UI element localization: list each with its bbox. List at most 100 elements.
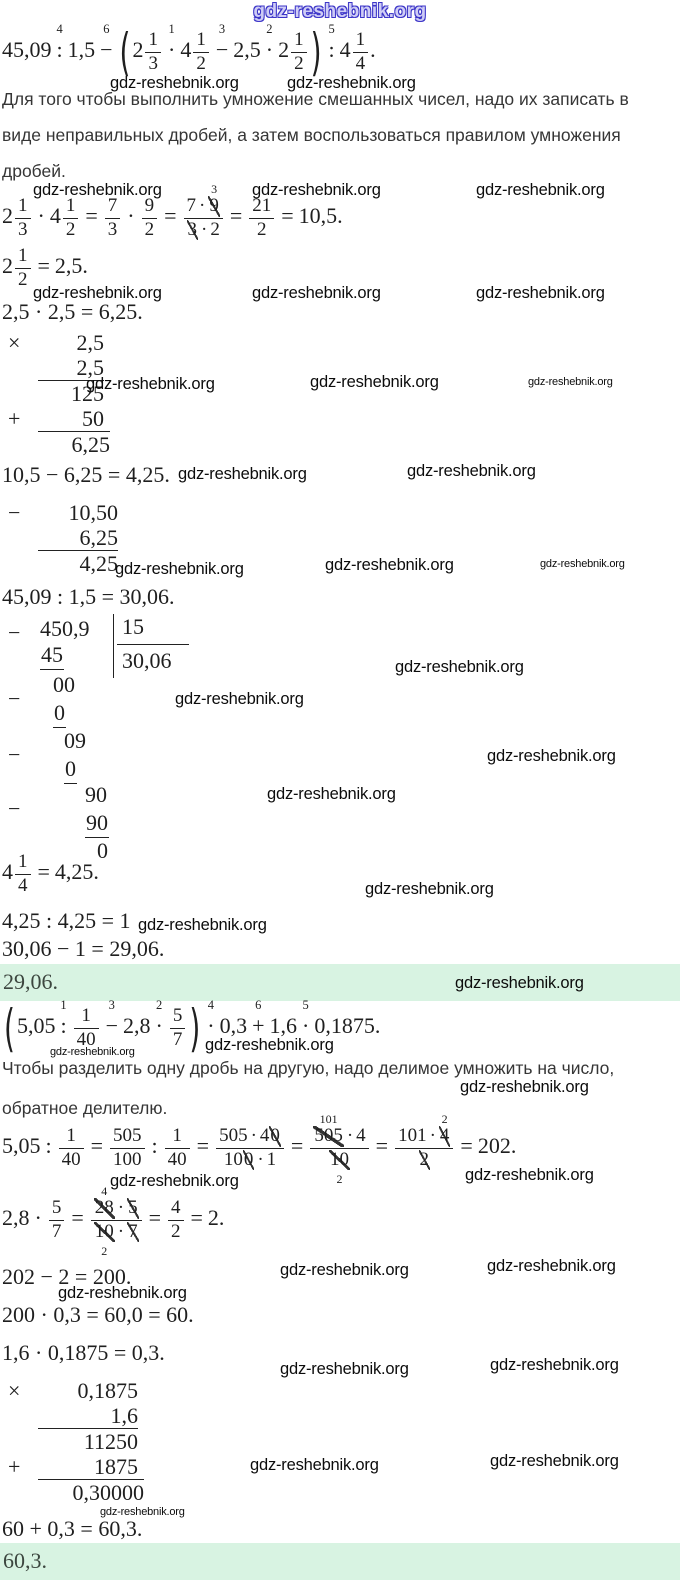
operator: = (460, 1133, 473, 1159)
step-half-to-decimal: 2 1 2 = 2,5. (2, 245, 88, 290)
numerator: 5 (169, 1005, 186, 1029)
numerator: 7 (104, 195, 121, 219)
number: 2,5 (76, 330, 105, 355)
answer-highlight-2: 60,3. (0, 1543, 680, 1580)
column-multiplication-1: × 2,5 2,5 125 +50 6,25 (8, 330, 115, 457)
order-label: 2 (156, 998, 163, 1013)
number: 1 (266, 1148, 277, 1170)
denominator: 4 (18, 874, 28, 896)
multiply-sign: × (8, 330, 21, 355)
operator: = (90, 1133, 104, 1159)
operator: · (37, 203, 45, 229)
fraction-cancelled: 505 · 40 100 · 1 (216, 1125, 284, 1171)
order-label: 4 (207, 998, 215, 1013)
numerator: 7 · 3 9 (183, 183, 223, 219)
plus-sign: + (8, 406, 21, 431)
order-label: 6 (255, 998, 262, 1013)
denominator: 7 (172, 1028, 183, 1050)
step-number: 0 (53, 700, 66, 728)
watermark: gdz-reshebnik.org (110, 1172, 239, 1190)
period: . (374, 1013, 381, 1039)
watermark-small: gdz-reshebnik.org (100, 1506, 185, 1518)
watermark: gdz-reshebnik.org (395, 658, 524, 676)
spacer (8, 431, 38, 457)
denominator: 3 · 2 (184, 219, 223, 241)
division-bar-horizontal (117, 644, 189, 645)
number: 4 (259, 1125, 270, 1146)
denominator: 2 (395, 1149, 453, 1171)
watermark: gdz-reshebnik.org (455, 974, 584, 992)
step-number: 90 (85, 810, 109, 838)
column-multiplication-2: × 0,1875 1,6 11250 +1875 0,30000 (8, 1378, 150, 1505)
number: 1,5 (67, 37, 96, 63)
fraction-cancelled: 7 · 3 9 3 · 2 (183, 183, 223, 241)
order-label: 5 (302, 998, 309, 1013)
numerator: 505 · 40 (216, 1125, 284, 1149)
operator: : (328, 37, 335, 63)
watermark: gdz-reshebnik.org (280, 1360, 409, 1378)
watermark: gdz-reshebnik.org (365, 880, 494, 898)
operator: = (290, 1133, 304, 1159)
rule-division-line2: обратное делителю. (2, 1098, 168, 1118)
calc-row: 0,30000 (8, 1479, 150, 1505)
rule-multiplication-line2: виде неправильных дробей, а затем воспол… (2, 125, 621, 145)
operator: = (85, 203, 98, 229)
fraction-cancelled: 101 505 · 4 10 2 (310, 1113, 369, 1185)
denominator: 40 (167, 1148, 187, 1170)
step-number: 45 (40, 642, 64, 670)
result: 202. (477, 1133, 517, 1159)
spacer (8, 1403, 38, 1428)
fraction: 1 40 (164, 1125, 190, 1170)
order-label: 2 (266, 22, 273, 37)
calc-row: 4,25 (8, 550, 118, 576)
expression-1: 45,09 4:1,5 6− (2 1 3 1 · 4 1 2 3−2,5 2 · 2 1 2) 5:4 1 4. (2, 22, 376, 82)
order-label: 3 (218, 22, 226, 37)
minus-sign: − (8, 500, 21, 525)
struck-number: 10 (93, 1220, 115, 1243)
step-final-sum: 60 + 0,3 = 60,3. (2, 1516, 143, 1541)
watermark: gdz-reshebnik.org (252, 181, 381, 199)
number: 2,8 (2, 1205, 30, 1231)
operator: : (60, 1013, 67, 1039)
right-paren: ) (310, 22, 322, 82)
divide-operator: 4: (56, 22, 62, 63)
operator: = (148, 1205, 161, 1231)
denominator: 2 (65, 218, 76, 240)
operator: · (127, 203, 135, 229)
operator: · (155, 1013, 163, 1039)
whole-part: 4 (180, 37, 192, 63)
number: 0,3 (219, 1013, 248, 1039)
number: 2 (210, 218, 220, 240)
operator: · (265, 37, 274, 63)
operator: = (229, 203, 243, 229)
step-number: 0 (64, 756, 77, 784)
whole-part: 2 (2, 203, 13, 229)
step-mixed-multiplication: 2 1 3 · 4 1 2 = 7 3 · 9 2 = 7 · 3 9 3 · 2 = 21 2 = 10,5. (2, 183, 343, 241)
number: 0,1875 (314, 1013, 375, 1039)
period: . (370, 37, 376, 63)
column-subtraction: − 10,50 6,25 4,25 (8, 500, 118, 576)
left-paren: ( (4, 998, 15, 1058)
operator: · (257, 1148, 264, 1170)
watermark: gdz-reshebnik.org (407, 462, 536, 480)
numerator: 1 (62, 195, 79, 219)
struck-number: 9 (208, 195, 220, 217)
right-paren: ) (189, 998, 201, 1058)
operator: : (45, 1133, 52, 1159)
answer-highlight-1: 29,06. gdz-reshebnik.org (0, 964, 680, 1001)
denominator: 2 (294, 52, 304, 74)
division-bar-vertical (113, 614, 114, 678)
struck-number: 505 (313, 1125, 344, 1147)
operator: = (281, 203, 294, 229)
numerator: 9 (141, 195, 158, 219)
minus-operator: 6− (100, 22, 112, 63)
operator: = (37, 253, 50, 279)
